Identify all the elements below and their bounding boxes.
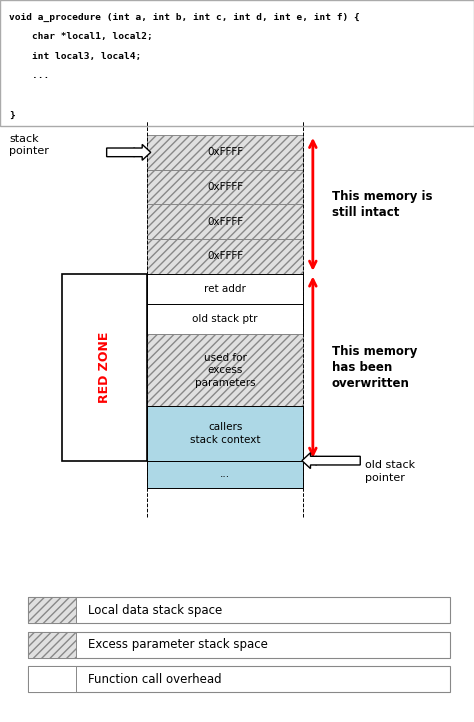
Bar [147,170,303,204]
Text: used for
excess
parameters: used for excess parameters [195,353,255,388]
Text: old stack
pointer: old stack pointer [365,460,415,483]
Text: This memory is
still intact: This memory is still intact [332,190,432,219]
Bar [28,597,450,623]
Text: Excess parameter stack space: Excess parameter stack space [88,638,267,651]
Bar [28,632,450,658]
Bar [147,461,303,488]
Text: char *local1, local2;: char *local1, local2; [9,32,153,41]
Text: 0xFFFF: 0xFFFF [207,147,243,157]
Text: RED ZONE: RED ZONE [98,331,111,403]
Bar [147,274,303,304]
Bar [28,666,76,692]
Text: stack
pointer: stack pointer [9,134,49,157]
Bar [0,0,474,126]
Text: callers
stack context: callers stack context [190,422,260,445]
Text: Function call overhead: Function call overhead [88,673,221,686]
FancyArrow shape [302,453,360,469]
Bar [147,135,303,170]
Bar [28,597,76,623]
Text: 0xFFFF: 0xFFFF [207,182,243,192]
Bar [147,334,303,406]
Bar [28,632,76,658]
Text: ...: ... [9,71,50,80]
Text: 0xFFFF: 0xFFFF [207,217,243,227]
Text: old stack ptr: old stack ptr [192,314,258,324]
Bar [147,239,303,274]
Text: Local data stack space: Local data stack space [88,604,222,617]
FancyArrow shape [107,144,151,160]
Text: ret addr: ret addr [204,284,246,294]
Text: 0xFFFF: 0xFFFF [207,251,243,261]
Bar [28,666,450,692]
Text: void a_procedure (int a, int b, int c, int d, int e, int f) {: void a_procedure (int a, int b, int c, i… [9,13,360,22]
Bar [62,274,147,461]
Text: int local3, local4;: int local3, local4; [9,52,142,61]
Bar [147,304,303,334]
Text: This memory
has been
overwritten: This memory has been overwritten [332,344,417,390]
Bar [147,406,303,461]
Bar [147,204,303,239]
Text: ...: ... [220,469,230,479]
Text: }: } [9,110,15,119]
